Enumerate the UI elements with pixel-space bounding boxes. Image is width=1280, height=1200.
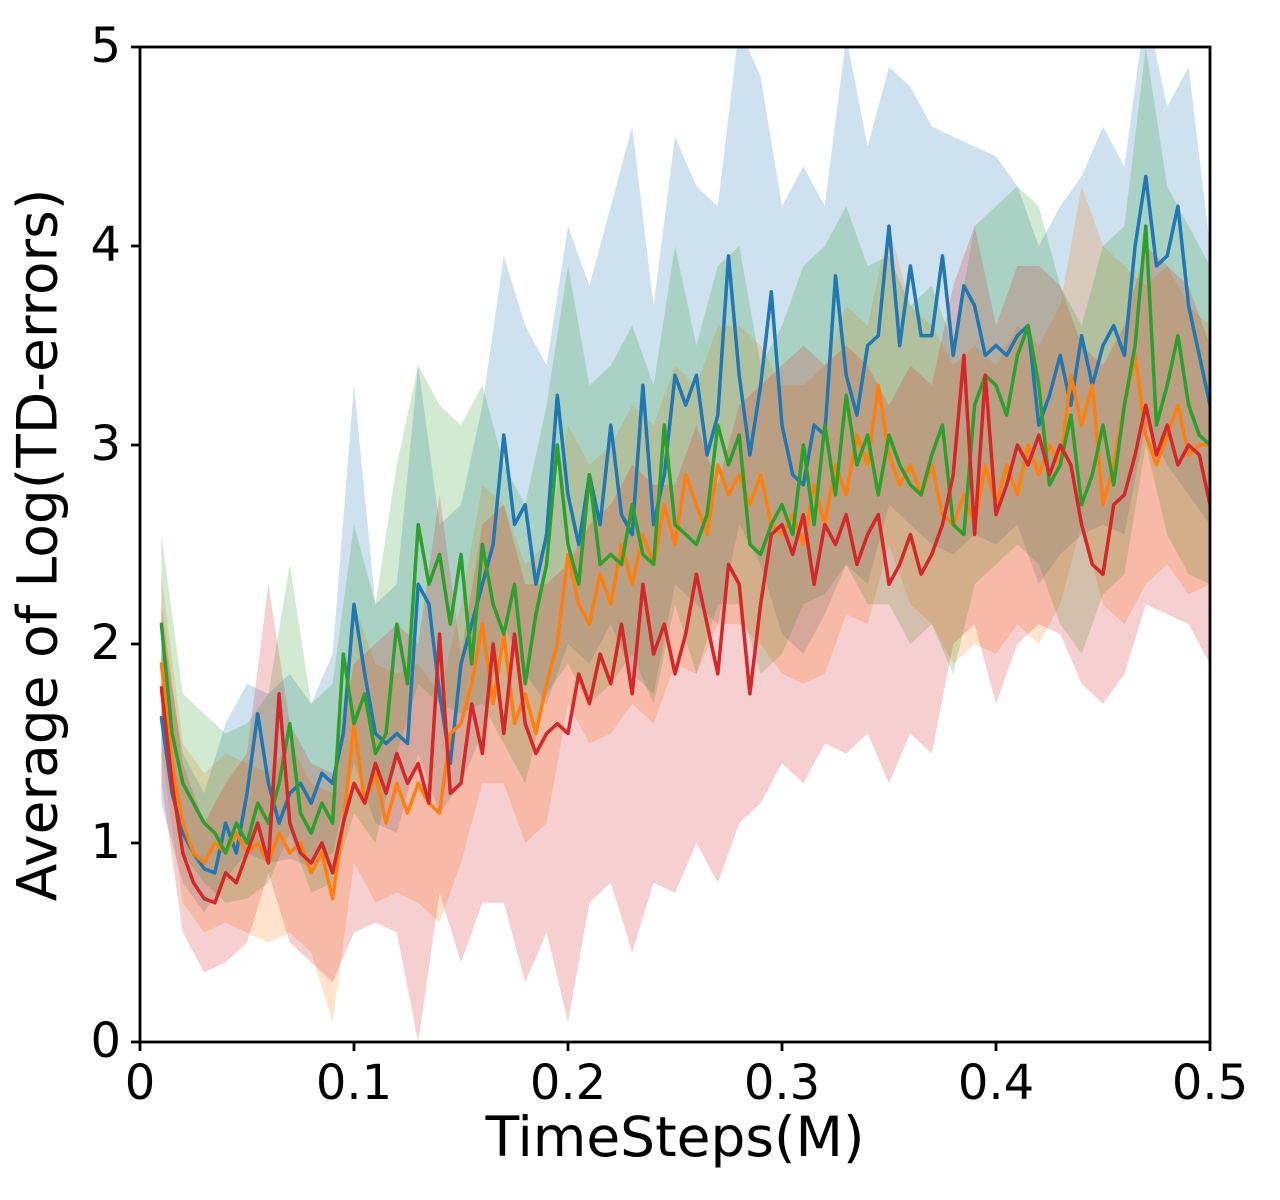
x-axis-label: TimeSteps(M) — [485, 1105, 865, 1169]
y-tick-label: 0 — [90, 1013, 121, 1070]
series-orange-line — [159, 353, 1210, 901]
y-tick-label: 2 — [90, 615, 121, 672]
series-group — [159, 47, 1210, 1042]
tick-marks — [131, 45, 1212, 1051]
x-tick-label: 0.2 — [529, 1055, 607, 1111]
x-tick-label: 0.1 — [315, 1055, 393, 1111]
y-tick-label: 1 — [90, 814, 121, 871]
x-tick-label: 0.3 — [743, 1055, 821, 1111]
series-red-line — [159, 353, 1210, 905]
x-tick-label: 0 — [124, 1055, 156, 1111]
y-tick-label: 3 — [90, 416, 121, 473]
y-tick-label: 4 — [90, 217, 121, 274]
y-axis-label: Average of Log(TD-errors) — [5, 188, 70, 902]
series-orange-band — [161, 186, 1210, 1023]
x-tick-label: 0.4 — [957, 1055, 1035, 1111]
axes-frame — [138, 45, 1212, 1044]
series-green-line — [159, 224, 1210, 855]
y-tick-label: 5 — [90, 18, 121, 75]
x-tick-label: 0.5 — [1171, 1055, 1249, 1111]
